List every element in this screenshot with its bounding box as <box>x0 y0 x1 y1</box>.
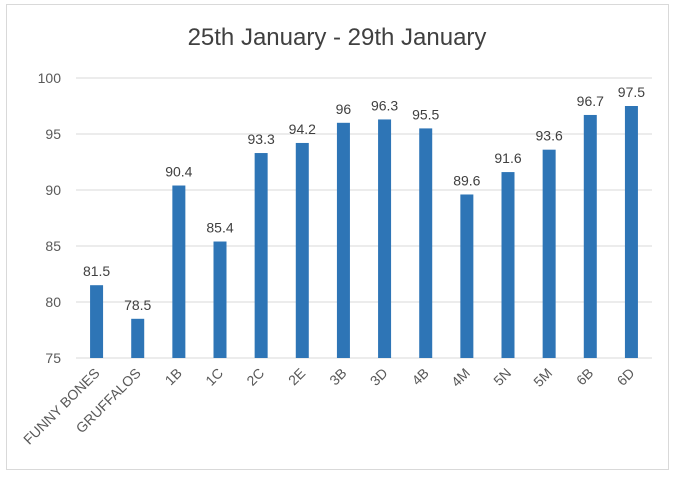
x-tick-label: 2E <box>285 365 308 388</box>
bar <box>131 318 145 358</box>
data-label: 97.5 <box>618 84 645 100</box>
bar <box>254 153 268 358</box>
bar <box>542 149 556 358</box>
data-label: 96 <box>336 101 352 117</box>
x-tick-label: 3B <box>326 365 349 388</box>
data-label: 93.6 <box>536 128 563 144</box>
bar <box>501 172 515 358</box>
y-axis-ticks: 75 80 85 90 95 100 <box>38 70 62 366</box>
y-tick-label: 100 <box>38 70 62 86</box>
x-tick-label: 1C <box>202 365 226 389</box>
y-tick-label: 80 <box>45 294 61 310</box>
bar <box>90 285 104 358</box>
bar <box>460 194 474 358</box>
y-tick-label: 85 <box>45 238 61 254</box>
bar <box>295 142 309 358</box>
data-label: 93.3 <box>248 131 275 147</box>
bars <box>90 106 638 359</box>
x-tick-label: 5M <box>530 365 555 390</box>
data-label: 96.7 <box>577 93 604 109</box>
data-label: 90.4 <box>165 164 192 180</box>
x-tick-label: 4B <box>408 365 431 388</box>
y-tick-label: 75 <box>45 350 61 366</box>
chart-title: 25th January - 29th January <box>188 24 487 51</box>
data-label: 85.4 <box>206 220 233 236</box>
x-tick-label: 2C <box>243 365 267 389</box>
data-label: 89.6 <box>453 172 480 188</box>
x-tick-label: 3D <box>367 365 391 389</box>
bar <box>583 114 597 359</box>
gridlines <box>76 77 652 359</box>
x-tick-label: 4M <box>448 365 473 390</box>
x-tick-label: 6B <box>573 365 596 388</box>
bar <box>213 241 227 358</box>
bar <box>172 185 186 358</box>
bar <box>378 119 392 358</box>
x-tick-label: 6D <box>614 365 638 389</box>
bar <box>419 128 433 358</box>
y-tick-label: 95 <box>45 126 61 142</box>
bar <box>336 122 350 358</box>
data-label: 96.3 <box>371 97 398 113</box>
x-tick-label: 1B <box>162 365 185 388</box>
data-label: 78.5 <box>124 297 151 313</box>
y-tick-label: 90 <box>45 182 61 198</box>
data-labels: 81.5 78.5 90.4 85.4 93.3 94.2 96 96.3 95.5 89.6 91… <box>83 84 645 313</box>
data-label: 91.6 <box>494 150 521 166</box>
data-label: 94.2 <box>289 121 316 137</box>
bar <box>624 106 638 358</box>
x-tick-label: 5N <box>490 365 514 389</box>
data-label: 95.5 <box>412 106 439 122</box>
data-label: 81.5 <box>83 263 110 279</box>
